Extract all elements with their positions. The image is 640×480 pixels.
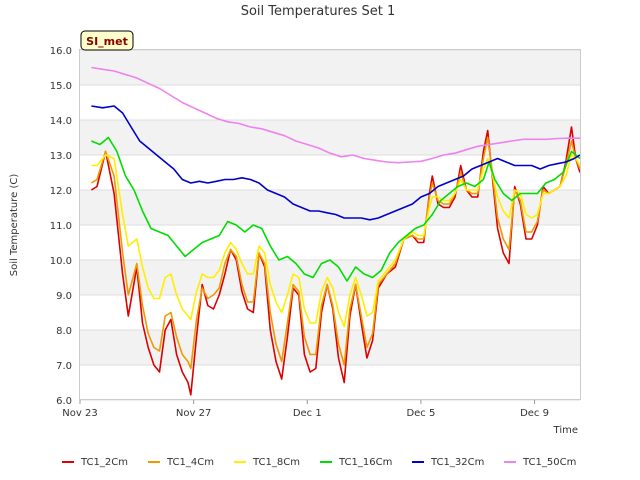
series-line-tc1-2cm xyxy=(90,126,581,396)
series-line-tc1-50cm xyxy=(91,66,580,164)
site-badge: SI_met xyxy=(80,30,134,51)
plot-band xyxy=(80,225,580,260)
y-tick-label: 6.0 xyxy=(56,396,72,407)
legend-label: TC1_4Cm xyxy=(166,457,214,468)
y-axis-ticks: 6.0 7.0 8.0 9.0 10.0 11.0 12.0 13.0 14.0 15.0 16.0 xyxy=(50,46,72,407)
y-tick-label: 13.0 xyxy=(50,151,72,162)
series-line-tc1-32cm xyxy=(91,105,581,221)
x-tick-label: Nov 27 xyxy=(176,408,211,419)
legend-label: TC1_2Cm xyxy=(80,457,128,468)
legend-label: TC1_50Cm xyxy=(522,457,576,468)
series-line-tc1-4cm xyxy=(90,136,581,370)
x-axis-label: Time xyxy=(553,425,578,436)
plot-band xyxy=(80,50,580,85)
series-line-tc1-16cm xyxy=(91,136,581,282)
chart-title: Soil Temperatures Set 1 xyxy=(241,4,396,19)
legend-label: TC1_8Cm xyxy=(252,457,300,468)
x-axis-ticks: Nov 23 Nov 27 Dec 1 Dec 5 Dec 9 xyxy=(62,400,549,419)
plot-band xyxy=(80,85,580,120)
plot-band xyxy=(80,155,580,190)
y-tick-label: 16.0 xyxy=(50,46,72,57)
plot-band xyxy=(80,120,580,155)
legend: TC1_2Cm TC1_4Cm TC1_8Cm TC1_16Cm TC1_32Cm TC1… xyxy=(62,457,576,468)
legend-label: TC1_16Cm xyxy=(338,457,392,468)
plot-band xyxy=(80,365,580,400)
y-tick-label: 9.0 xyxy=(56,291,72,302)
y-tick-label: 15.0 xyxy=(50,81,72,92)
y-tick-label: 7.0 xyxy=(56,361,72,372)
x-tick-label: Dec 1 xyxy=(293,408,322,419)
plot-frame xyxy=(79,49,581,400)
site-badge-box xyxy=(80,30,134,51)
y-tick-label: 11.0 xyxy=(50,221,72,232)
y-tick-label: 14.0 xyxy=(50,116,72,127)
y-tick-label: 12.0 xyxy=(50,186,72,197)
plot-band xyxy=(80,260,580,295)
x-tick-label: Nov 23 xyxy=(62,408,97,419)
series-line-tc1-8cm xyxy=(91,154,581,328)
site-badge-text: SI_met xyxy=(86,35,128,48)
x-tick-label: Dec 9 xyxy=(520,408,549,419)
legend-label: TC1_32Cm xyxy=(430,457,484,468)
y-axis-label: Soil Temperature (C) xyxy=(9,174,20,277)
x-tick-label: Dec 5 xyxy=(406,408,435,419)
y-tick-label: 10.0 xyxy=(50,256,72,267)
series-layer xyxy=(90,66,581,396)
y-tick-label: 8.0 xyxy=(56,326,72,337)
